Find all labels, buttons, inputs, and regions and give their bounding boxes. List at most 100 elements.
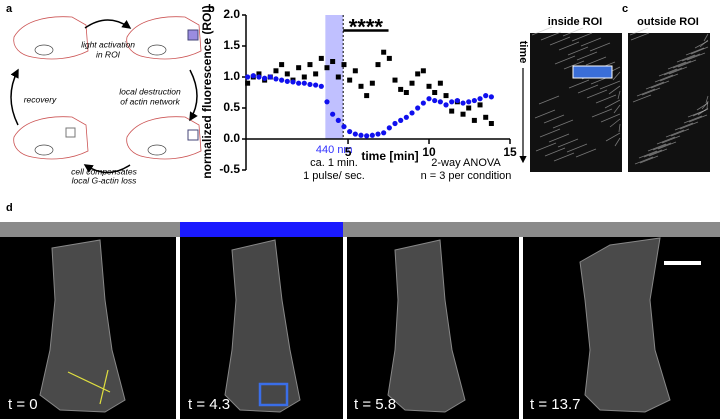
streak xyxy=(604,99,621,109)
point xyxy=(426,96,432,102)
point xyxy=(398,86,404,92)
streak xyxy=(534,109,556,119)
point xyxy=(477,102,483,108)
kymographs xyxy=(530,26,710,172)
x-tick-label: 5 xyxy=(345,145,352,159)
streak xyxy=(552,119,574,129)
streak xyxy=(576,51,598,61)
streak xyxy=(654,74,674,83)
streak xyxy=(599,80,621,90)
streak xyxy=(665,129,685,138)
streak xyxy=(554,55,576,65)
streak xyxy=(586,89,608,99)
step-label: local G-actin loss xyxy=(72,175,137,185)
point xyxy=(347,128,353,135)
point xyxy=(324,99,330,105)
point xyxy=(290,79,296,85)
streak xyxy=(639,155,659,164)
streak xyxy=(683,115,703,124)
y-tick-label: 2.0 xyxy=(223,7,240,21)
point xyxy=(460,100,466,106)
point xyxy=(341,124,347,130)
streak xyxy=(531,26,553,36)
streak xyxy=(663,67,683,76)
annotation: ca. 1 min. xyxy=(310,157,358,169)
time-label: t = 5.8 xyxy=(354,396,396,413)
streak xyxy=(629,27,649,36)
point xyxy=(352,68,358,74)
streak xyxy=(617,90,621,100)
micrographs xyxy=(0,237,720,419)
point xyxy=(403,114,409,120)
point xyxy=(262,75,268,81)
point xyxy=(273,68,279,74)
streak xyxy=(608,85,621,95)
streak xyxy=(609,118,621,128)
streak xyxy=(538,95,560,105)
point xyxy=(471,97,477,104)
point xyxy=(313,71,319,77)
chart: b normalized fluorescence (ROI) time [mi… xyxy=(200,3,517,182)
point xyxy=(358,132,364,138)
kymo-label: inside ROI xyxy=(548,16,602,28)
point xyxy=(307,62,313,68)
streak xyxy=(685,47,705,56)
cell-diagram xyxy=(10,16,202,174)
point xyxy=(279,77,285,83)
streak xyxy=(562,27,584,37)
streak xyxy=(672,60,692,69)
point xyxy=(330,59,336,64)
point xyxy=(460,111,466,117)
streak xyxy=(659,73,679,82)
timeline-bar xyxy=(0,222,180,237)
point xyxy=(443,93,449,99)
y-tick-label: -0.5 xyxy=(219,162,240,176)
point xyxy=(420,100,426,106)
point xyxy=(398,117,404,123)
streak xyxy=(558,41,580,51)
point xyxy=(409,110,415,116)
point xyxy=(488,94,494,100)
streak xyxy=(641,87,661,96)
point xyxy=(466,99,472,105)
point xyxy=(273,76,279,82)
point xyxy=(341,62,347,68)
streak xyxy=(568,79,590,89)
step-label: of actin network xyxy=(120,96,180,106)
point xyxy=(318,55,324,61)
point xyxy=(409,80,415,86)
point xyxy=(256,74,262,80)
streak xyxy=(600,113,621,123)
streak xyxy=(667,61,687,70)
point xyxy=(381,130,387,136)
streak xyxy=(705,95,709,104)
streak xyxy=(645,81,665,90)
streak xyxy=(553,152,575,162)
point xyxy=(250,73,256,79)
streak xyxy=(668,66,688,75)
panel-label: b xyxy=(208,3,215,15)
point xyxy=(392,77,398,83)
streak xyxy=(543,114,565,124)
time-label: t = 4.3 xyxy=(188,396,230,413)
streak xyxy=(535,142,557,152)
streak xyxy=(618,123,621,133)
point xyxy=(296,80,302,86)
x-tick-label: 10 xyxy=(422,145,436,159)
point xyxy=(347,77,353,83)
streak xyxy=(638,150,658,159)
point xyxy=(301,80,307,86)
streak xyxy=(636,88,656,97)
point xyxy=(471,117,477,123)
point xyxy=(279,62,285,68)
y-axis-title: normalized fluorescence (ROI) xyxy=(200,5,214,178)
annotation: 1 pulse/ sec. xyxy=(303,170,365,182)
point xyxy=(245,80,251,86)
streak xyxy=(706,100,709,109)
point xyxy=(318,83,324,89)
point xyxy=(403,90,409,95)
streak xyxy=(647,143,667,152)
point xyxy=(415,71,421,77)
kymo-axis: time xyxy=(517,41,529,64)
panel-label: a xyxy=(6,3,13,15)
